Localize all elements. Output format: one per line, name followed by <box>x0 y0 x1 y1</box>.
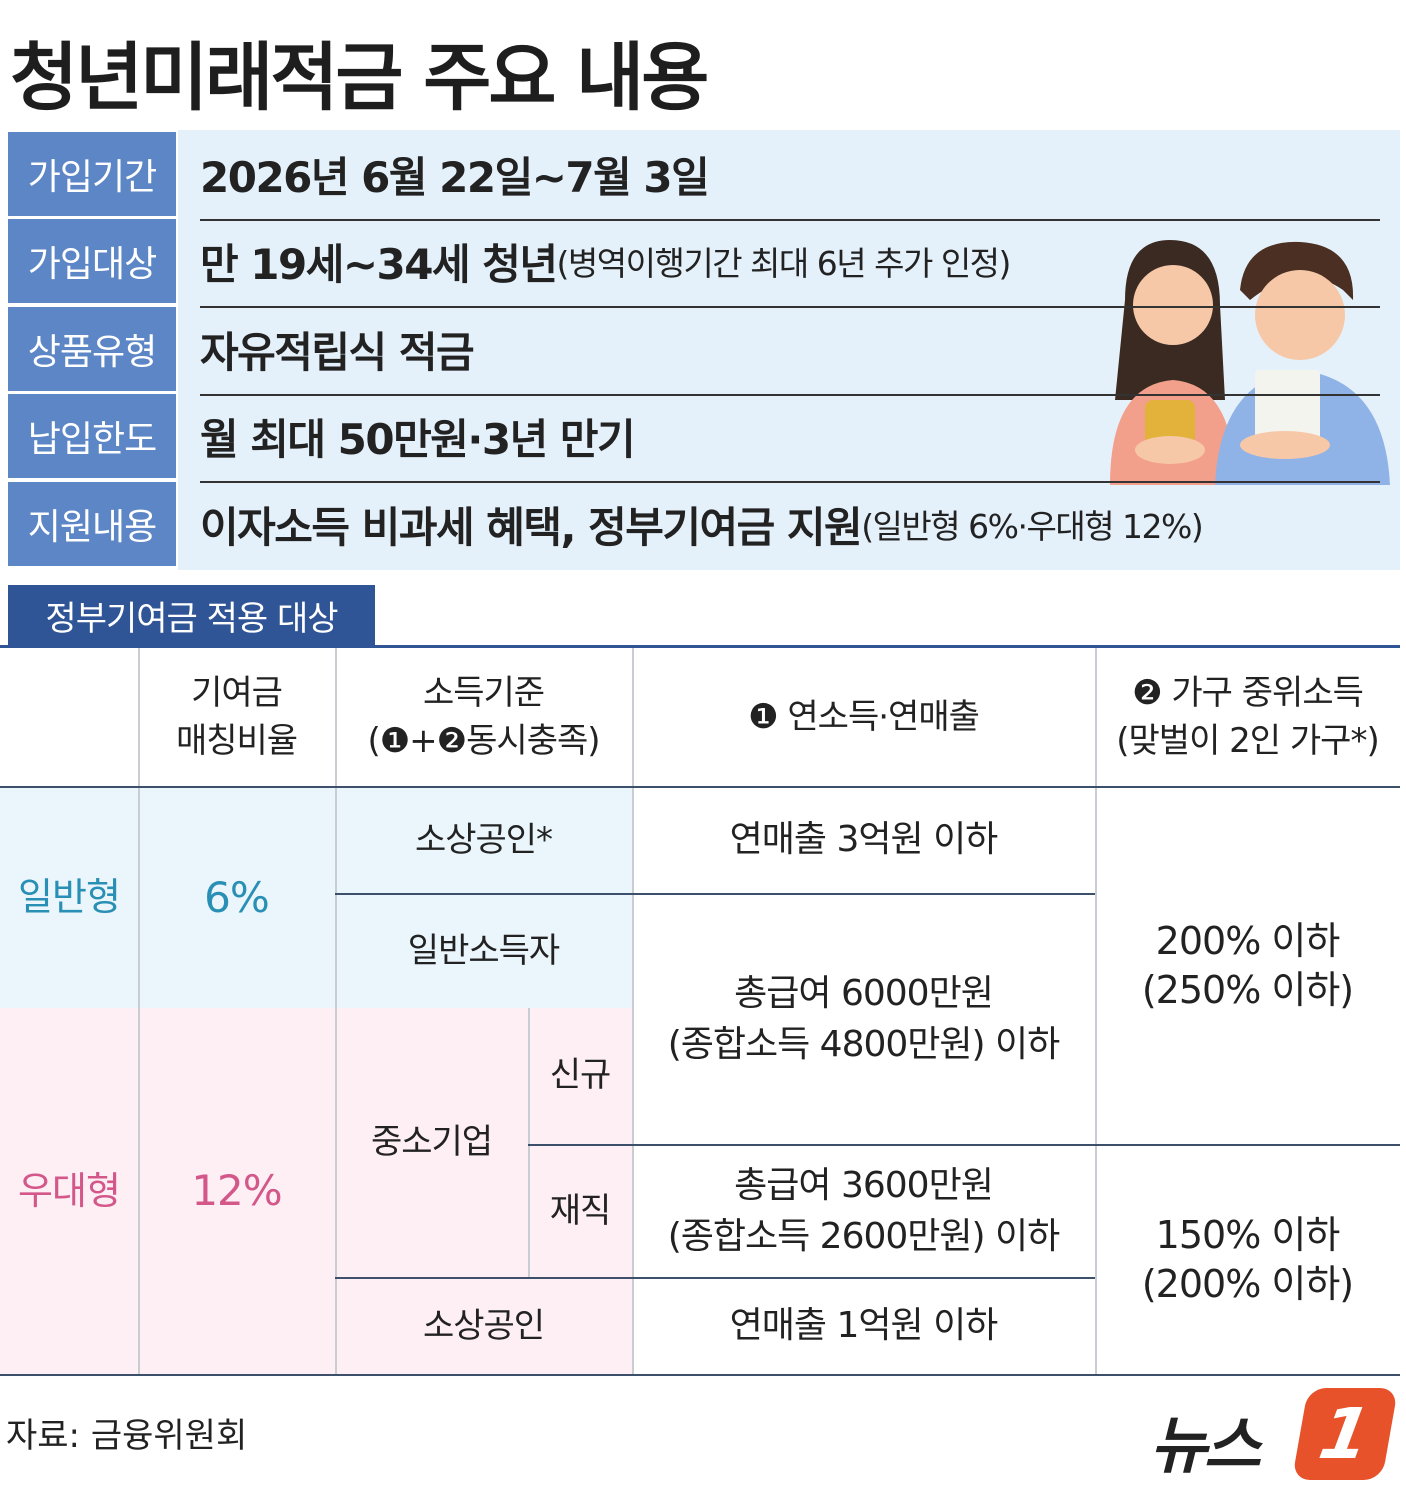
summary-note: (일반형 6%·우대형 12%) <box>861 507 1204 546</box>
header-cell: ❶ 연소득·연매출 <box>632 650 1095 786</box>
h-rule <box>335 1277 1095 1279</box>
summary-divider <box>200 481 1380 483</box>
v-rule <box>632 648 634 1375</box>
group: 재직 <box>528 1146 632 1277</box>
group-line: 중소기업 <box>370 1121 493 1162</box>
header-cell: 소득기준 (❶+❷동시충족) <box>335 650 632 786</box>
logo-text: 뉴스 <box>1150 1409 1261 1482</box>
summary-text: 2026년 6월 22일~7월 3일 <box>200 132 710 216</box>
type-name: 일반형 <box>0 788 138 1008</box>
source: 자료: 금융위원회 <box>6 1416 248 1456</box>
group: 일반소득자 <box>335 895 632 1008</box>
header-cell-line: ❷ 가구 중위소득 <box>1132 673 1364 714</box>
group: 신규 <box>528 1008 632 1144</box>
summary-text: 월 최대 50만원·3년 만기 <box>200 394 636 478</box>
header-cell-line: (❶+❷동시충족) <box>367 721 600 761</box>
type-rate: 6% <box>138 788 335 1008</box>
header-cell-line: (맞벌이 2인 가구*) <box>1116 721 1379 761</box>
median: 200% 이하 (250% 이하) <box>1095 788 1400 1144</box>
summary-main: 자유적립식 적금 <box>200 327 475 377</box>
h-rule <box>0 1374 1400 1376</box>
v-rule <box>138 648 140 1375</box>
summary-text: 자유적립식 적금 <box>200 307 475 391</box>
median: 150% 이하 (200% 이하) <box>1095 1146 1400 1374</box>
header-cell-line: 소득기준 <box>422 673 545 714</box>
type-rate-line: 6% <box>204 872 270 922</box>
summary-main: 월 최대 50만원·3년 만기 <box>200 414 636 464</box>
summary-text: 만 19세~34세 청년 (병역이행기간 최대 6년 추가 인정) <box>200 219 1012 303</box>
median-line: (250% 이하) <box>1141 968 1354 1012</box>
type-rate-line: 12% <box>191 1166 282 1216</box>
group: 소상공인 <box>335 1279 632 1374</box>
summary-label: 가입기간 <box>8 132 176 216</box>
summary-main: 2026년 6월 22일~7월 3일 <box>200 152 710 202</box>
general-background <box>0 788 632 1008</box>
header-cell-line: ❶ 연소득·연매출 <box>748 697 980 738</box>
type-rate: 12% <box>138 1008 335 1375</box>
group-line: 소상공인 <box>422 1305 545 1346</box>
v-rule <box>1095 648 1097 1375</box>
h-rule <box>528 1144 1400 1146</box>
section-tab: 정부기여금 적용 대상 <box>8 585 375 645</box>
income-line: 연매출 1억원 이하 <box>729 1305 999 1347</box>
summary-note: (병역이행기간 최대 6년 추가 인정) <box>556 244 1012 283</box>
summary-label: 가입대상 <box>8 219 176 303</box>
income-line: (종합소득 4800만원) 이하 <box>667 1023 1061 1065</box>
summary-label: 상품유형 <box>8 307 176 391</box>
group: 중소기업 <box>335 1008 528 1277</box>
summary-divider <box>200 219 1380 221</box>
summary-divider <box>200 394 1380 396</box>
group-line: 신규 <box>549 1055 612 1096</box>
summary-label: 지원내용 <box>8 482 176 566</box>
income-line: 총급여 3600만원 <box>734 1165 994 1207</box>
type-name-line: 일반형 <box>18 875 121 920</box>
v-rule <box>335 648 337 1375</box>
group-line: 소상공인* <box>414 819 553 860</box>
income-line: (종합소득 2600만원) 이하 <box>667 1215 1061 1257</box>
v-rule <box>528 1008 530 1277</box>
summary-main: 만 19세~34세 청년 <box>200 239 558 289</box>
income: 총급여 6000만원 (종합소득 4800만원) 이하 <box>632 895 1095 1144</box>
income: 연매출 1억원 이하 <box>632 1279 1095 1374</box>
title: 청년미래적금 주요 내용 <box>10 35 709 121</box>
summary-main: 이자소득 비과세 혜택, 정부기여금 지원 <box>200 502 863 552</box>
logo-number: 1 <box>1291 1388 1399 1480</box>
header-cell-line: 매칭비율 <box>175 721 298 761</box>
group-line: 재직 <box>549 1190 612 1231</box>
h-rule <box>335 893 1095 895</box>
income-line: 연매출 3억원 이하 <box>729 819 999 861</box>
type-name-line: 우대형 <box>18 1168 121 1213</box>
header-cell: ❷ 가구 중위소득 (맞벌이 2인 가구*) <box>1095 650 1400 786</box>
income: 연매출 3억원 이하 <box>632 788 1095 893</box>
summary-divider <box>200 306 1380 308</box>
median-line: 150% 이하 <box>1155 1212 1341 1257</box>
type-name: 우대형 <box>0 1008 138 1375</box>
header-cell-line: 기여금 <box>191 673 283 714</box>
tab-underline <box>0 645 1400 648</box>
income-line: 총급여 6000만원 <box>734 973 994 1015</box>
median-line: (200% 이하) <box>1141 1262 1354 1306</box>
median-line: 200% 이하 <box>1155 918 1341 963</box>
summary-label: 납입한도 <box>8 394 176 478</box>
illustration <box>1110 240 1390 485</box>
group-line: 일반소득자 <box>407 930 560 971</box>
income: 총급여 3600만원 (종합소득 2600만원) 이하 <box>632 1146 1095 1277</box>
summary-text: 이자소득 비과세 혜택, 정부기여금 지원 (일반형 6%·우대형 12%) <box>200 482 1204 566</box>
group: 소상공인* <box>335 788 632 893</box>
h-rule <box>0 786 1400 788</box>
preferred-background <box>0 1008 632 1375</box>
